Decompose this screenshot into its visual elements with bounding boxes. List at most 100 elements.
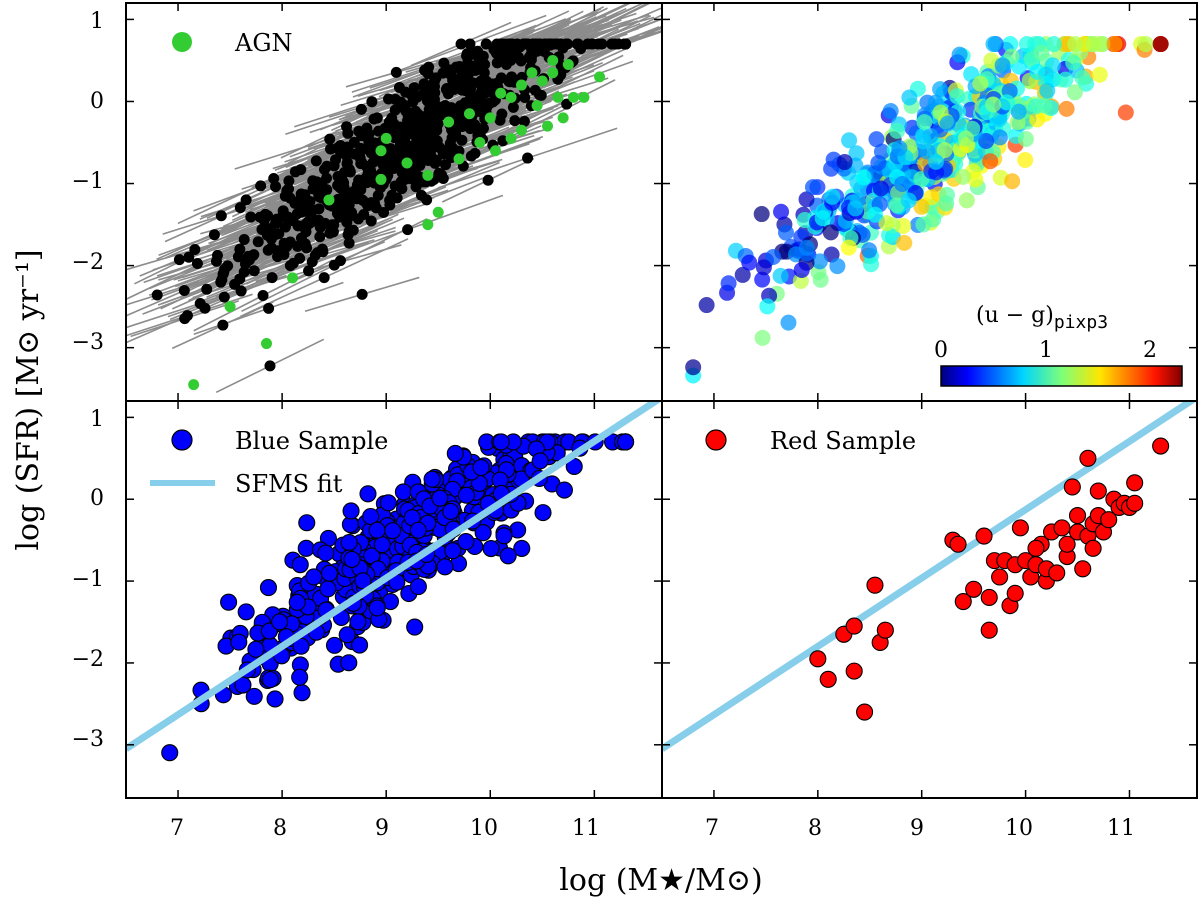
point-galaxy	[356, 130, 368, 142]
point-blue-sample	[617, 433, 635, 451]
point-red-sample	[1126, 494, 1144, 512]
point-blue-sample	[368, 521, 386, 539]
point-galaxy	[344, 166, 356, 178]
point-agn	[323, 194, 335, 206]
point-blue-sample	[373, 536, 391, 554]
sfms-fit-line-br	[662, 401, 1197, 752]
point-colorcoded	[822, 224, 839, 241]
point-blue-sample	[340, 533, 358, 552]
clip-br-content	[662, 401, 1197, 752]
point-agn	[474, 137, 486, 149]
point-galaxy	[234, 202, 246, 214]
point-colorcoded	[978, 133, 995, 150]
point-blue-sample	[220, 593, 238, 611]
xtick-label-bl-9: 9	[375, 816, 389, 841]
point-red-sample	[866, 576, 884, 594]
point-galaxy	[283, 175, 295, 187]
xtick-label-bl-10: 10	[470, 816, 498, 841]
point-blue-sample	[534, 504, 552, 522]
point-colorcoded	[985, 36, 1002, 53]
point-galaxy	[324, 133, 336, 145]
legend-label-agn: AGN	[234, 29, 293, 57]
point-agn	[495, 87, 507, 99]
point-blue-sample	[482, 539, 500, 558]
point-galaxy	[388, 123, 400, 135]
point-colorcoded	[685, 359, 702, 376]
point-colorcoded	[754, 271, 771, 288]
point-colorcoded	[759, 298, 776, 315]
point-blue-sample	[291, 668, 309, 686]
point-galaxy	[255, 180, 267, 192]
point-blue-sample	[394, 483, 412, 501]
point-galaxy	[395, 176, 407, 188]
point-galaxy	[453, 145, 465, 157]
point-galaxy	[211, 249, 223, 261]
point-blue-sample	[555, 481, 573, 499]
point-galaxy	[582, 38, 594, 50]
ytick-label-bl-m2: −2	[72, 647, 104, 672]
point-galaxy	[279, 221, 291, 233]
point-galaxy	[444, 137, 456, 149]
point-galaxy	[445, 102, 457, 114]
point-blue-sample	[266, 690, 284, 708]
point-agn	[547, 67, 559, 79]
point-colorcoded	[823, 160, 840, 177]
point-colorcoded	[891, 140, 908, 157]
point-blue-sample	[409, 521, 427, 539]
point-red-sample	[845, 617, 863, 635]
point-galaxy	[217, 268, 229, 280]
point-galaxy	[242, 250, 254, 262]
point-colorcoded	[1057, 71, 1074, 88]
point-galaxy	[183, 251, 195, 263]
point-blue-sample	[230, 633, 248, 651]
point-galaxy	[240, 194, 252, 206]
point-galaxy	[362, 169, 374, 181]
point-colorcoded	[878, 215, 895, 232]
legend-label-blue-sample: Blue Sample	[235, 427, 388, 455]
point-blue-sample	[325, 636, 344, 654]
point-galaxy	[263, 302, 275, 314]
point-blue-sample	[247, 640, 265, 658]
point-galaxy	[525, 49, 537, 61]
point-galaxy	[262, 210, 274, 222]
point-colorcoded	[938, 186, 955, 203]
colorbar-title: (u − g)pixp3	[976, 303, 1108, 333]
point-galaxy	[383, 93, 395, 105]
point-galaxy	[366, 96, 378, 108]
point-galaxy	[355, 103, 367, 115]
point-galaxy	[340, 149, 352, 161]
point-agn	[552, 91, 564, 103]
point-galaxy	[215, 210, 227, 222]
point-galaxy	[302, 215, 314, 227]
point-galaxy	[480, 38, 492, 50]
point-galaxy	[453, 110, 465, 122]
point-agn	[422, 169, 434, 181]
x-tick-labels: 7 8 9 10 11 7 8 9 10 11	[170, 816, 1135, 841]
point-galaxy	[430, 72, 442, 84]
point-galaxy	[356, 288, 368, 300]
point-agn	[261, 338, 273, 350]
point-red-sample	[1011, 519, 1029, 537]
point-blue-sample	[297, 539, 315, 557]
point-galaxy	[321, 160, 333, 172]
point-agn	[562, 59, 574, 71]
point-red-sample	[819, 670, 837, 688]
point-galaxy	[507, 101, 519, 113]
point-blue-sample	[340, 654, 358, 672]
point-blue-sample	[406, 618, 424, 636]
point-colorcoded	[840, 239, 857, 256]
point-colorcoded	[754, 329, 771, 346]
point-blue-sample	[305, 568, 323, 586]
point-galaxy	[386, 189, 398, 201]
point-galaxy	[618, 38, 630, 50]
point-colorcoded	[811, 253, 828, 270]
point-colorcoded	[1033, 44, 1050, 61]
point-galaxy	[248, 265, 260, 277]
point-galaxy	[291, 208, 303, 220]
point-galaxy	[303, 207, 315, 219]
point-galaxy	[266, 272, 278, 284]
point-galaxy	[299, 238, 311, 250]
point-galaxy	[278, 237, 290, 249]
point-colorcoded	[870, 154, 887, 171]
